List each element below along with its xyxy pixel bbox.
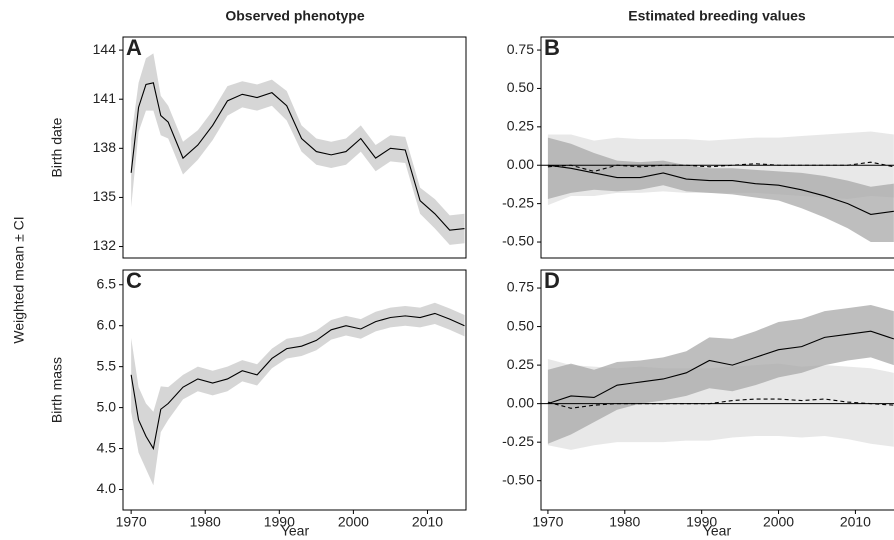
- y-tick-label: 138: [93, 139, 117, 155]
- x-axis-label: Year: [703, 523, 732, 539]
- y-tick-label: -0.25: [502, 433, 534, 449]
- x-axis-label: Year: [281, 523, 310, 539]
- x-tick-label: 2010: [840, 514, 871, 530]
- y-tick-label: 0.00: [507, 156, 534, 172]
- y-tick-label: 141: [93, 90, 117, 106]
- panel-frame: [540, 269, 894, 511]
- panel-frame: [122, 269, 467, 511]
- y-tick-label: 0.75: [507, 41, 534, 57]
- y-tick-label: 132: [93, 237, 117, 253]
- y-tick-label: 0.75: [507, 279, 534, 295]
- y-tick-label: -0.50: [502, 471, 534, 487]
- x-tick-label: 2010: [412, 514, 443, 530]
- panel-letter: C: [126, 268, 142, 293]
- shared-y-label: Weighted mean ± CI: [11, 216, 27, 343]
- x-tick-label: 2000: [763, 514, 794, 530]
- ci-band: [547, 304, 894, 444]
- y-tick-label: 6.5: [97, 275, 117, 291]
- x-tick-label: 2000: [338, 514, 369, 530]
- ci-band: [547, 137, 894, 243]
- row-label: Birth date: [49, 117, 65, 177]
- y-tick-label: 135: [93, 188, 117, 204]
- column-title: Estimated breeding values: [628, 8, 806, 24]
- y-tick-label: 5.0: [97, 398, 117, 414]
- y-tick-label: 4.5: [97, 439, 117, 455]
- mean-line: [547, 164, 894, 215]
- mean-line: [130, 312, 465, 451]
- mean-line: [130, 82, 465, 231]
- x-tick-label: 1980: [609, 514, 640, 530]
- mean-line: [547, 161, 894, 172]
- row-label: Birth mass: [49, 357, 65, 423]
- y-tick-label: 4.0: [97, 480, 117, 496]
- y-tick-label: 0.00: [507, 394, 534, 410]
- mean-line: [547, 398, 894, 409]
- x-tick-label: 1990: [686, 514, 717, 530]
- ci-band: [131, 53, 465, 245]
- y-tick-label: 0.25: [507, 356, 534, 372]
- panel-frame: [540, 36, 894, 259]
- panel-letter: B: [544, 35, 560, 60]
- y-tick-label: 5.5: [97, 357, 117, 373]
- column-title: Observed phenotype: [225, 8, 364, 24]
- y-tick-label: 6.0: [97, 316, 117, 332]
- x-tick-label: 1990: [264, 514, 295, 530]
- y-tick-label: 144: [93, 41, 117, 57]
- y-tick-label: 0.50: [507, 317, 534, 333]
- y-tick-label: 0.50: [507, 79, 534, 95]
- mean-line: [547, 330, 894, 405]
- panel-letter: A: [126, 35, 142, 60]
- panel-letter: D: [544, 268, 560, 293]
- ci-band: [131, 302, 465, 486]
- panel-frame: [122, 36, 467, 259]
- y-tick-label: -0.25: [502, 194, 534, 210]
- x-tick-label: 1980: [190, 514, 221, 530]
- y-tick-label: -0.50: [502, 233, 534, 249]
- y-tick-label: 0.25: [507, 118, 534, 134]
- x-tick-label: 1970: [116, 514, 147, 530]
- x-tick-label: 1970: [532, 514, 563, 530]
